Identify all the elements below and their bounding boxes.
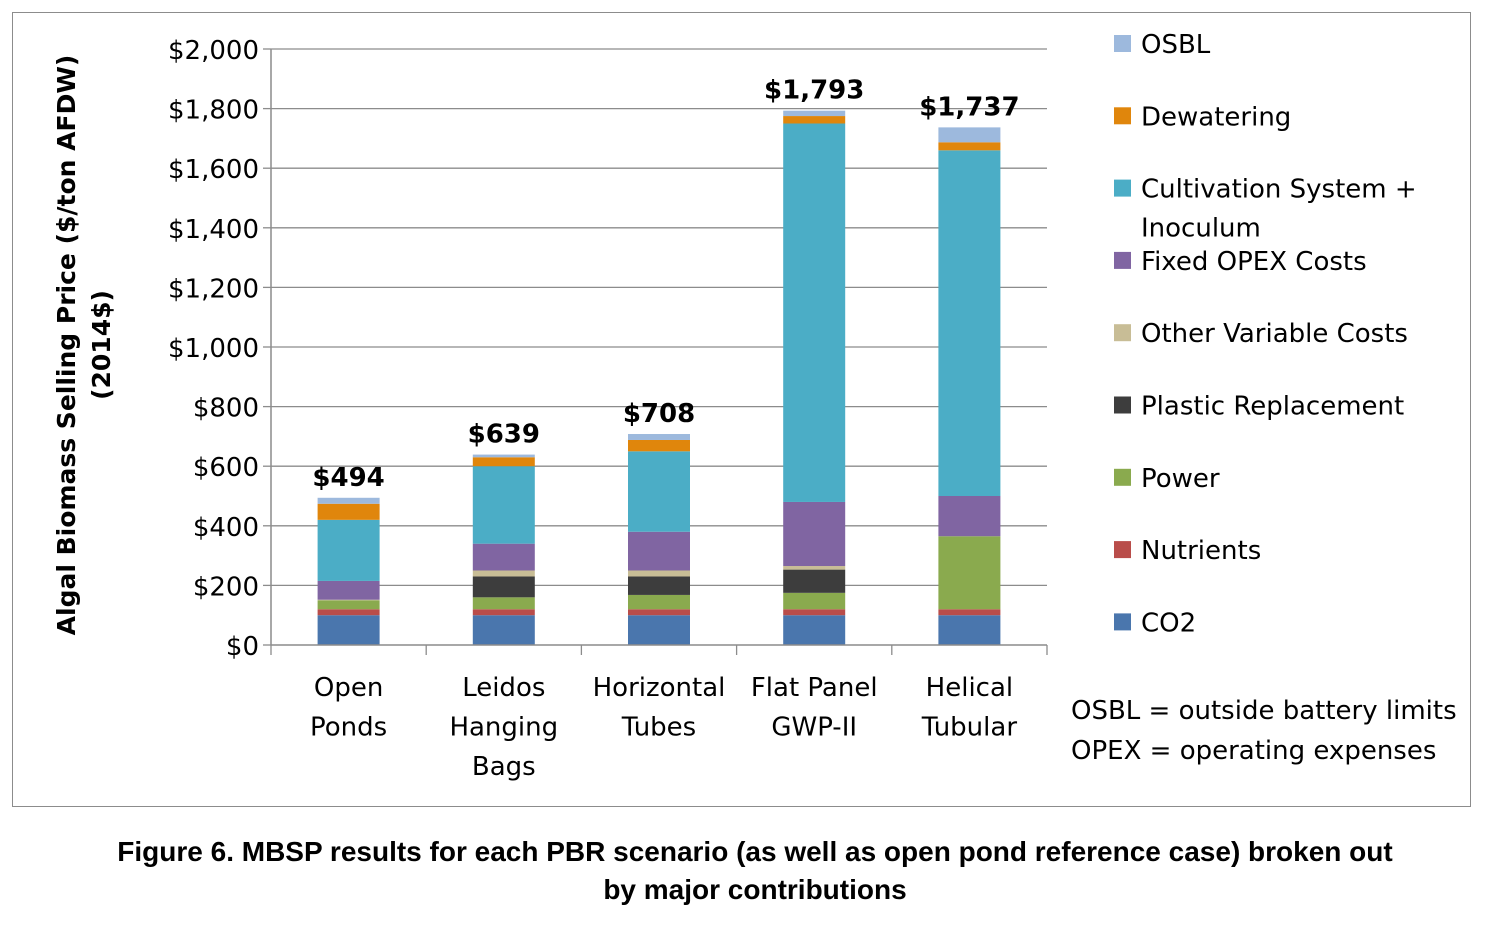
bar-segment-fixed-opex-costs [628,531,690,571]
y-axis-title-line-2: (2014$) [87,290,116,400]
x-category-label: Horizontal Tubes [593,673,726,743]
bar-segment-cultivation-system-inoculum [938,150,1001,496]
x-category-label: Leidos Hanging Bags [449,673,558,782]
bar-segment-co2 [938,615,1001,645]
bar-segment-osbl [783,110,846,117]
legend-swatch-plastic-replacement [1114,396,1131,414]
y-axis-title: Algal Biomass Selling Price ($/ton AFDW) [52,55,81,636]
axes: $0 $200 $400 $600 $800 $1,000 $1,200 $1,400 $1,6… [52,36,1048,782]
legend-label-dewatering: Dewatering [1141,102,1291,132]
legend-label-other-variable-costs: Other Variable Costs [1141,319,1408,349]
y-tick-label: $600 [193,453,259,483]
bar-segment-co2 [628,615,690,645]
y-tick-label: $200 [193,572,259,602]
bar-total-label: $1,737 [919,92,1019,122]
bar-total-label: $494 [312,463,384,493]
bar-segment-dewatering [628,439,690,452]
y-tick-label: $1,000 [168,334,259,364]
bar-segment-other-variable-costs [628,570,690,577]
bar-segment-power [783,592,846,610]
legend-swatch-dewatering [1114,107,1131,125]
abbreviation-note: OSBL = outside battery limits [1071,696,1457,726]
bar-segment-osbl [938,127,1001,143]
bar-total-label: $708 [623,399,695,429]
bar-segment-fixed-opex-costs [317,580,380,600]
bar-segment-nutrients [472,609,535,616]
bar-segment-cultivation-system-inoculum [628,451,690,532]
legend-label-co2: CO2 [1141,608,1196,638]
legend-swatch-co2 [1114,613,1131,631]
figure-caption-line-2: by major contributions [603,874,907,905]
bar-segment-dewatering [938,142,1001,151]
bar-segment-osbl [472,454,535,458]
bar-segment-power [317,600,380,610]
legend-label-osbl: OSBL [1141,30,1211,60]
bar-segment-plastic-replacement [783,569,846,593]
legend-swatch-power [1114,468,1131,486]
bar-segment-co2 [317,615,380,645]
x-category-label: Open Ponds [310,673,387,743]
legend-swatch-fixed-opex-costs [1114,251,1131,269]
bar-segment-plastic-replacement [628,576,690,595]
bar-segment-other-variable-costs [317,599,380,601]
bar-total-label: $1,793 [764,76,864,106]
figure-frame [12,12,1471,807]
y-tick-label: $1,800 [168,96,259,126]
legend-swatch-cultivation-system-inoculum [1114,179,1131,197]
bar-segment-cultivation-system-inoculum [317,519,380,581]
y-tick-label: $1,200 [168,274,259,304]
legend-label-nutrients: Nutrients [1141,536,1261,566]
y-tick-label: $800 [193,394,259,424]
bar-segment-co2 [472,615,535,645]
bar-total-label: $639 [468,420,540,450]
figure-caption-line-1: Figure 6. MBSP results for each PBR scen… [117,836,1393,867]
y-tick-label: $1,400 [168,215,259,245]
bar-segment-nutrients [783,609,846,616]
legend-swatch-other-variable-costs [1114,324,1131,342]
abbreviation-note: OPEX = operating expenses [1071,736,1436,766]
legend: OSBL Dewatering Cultivation System + Inocul… [1071,30,1457,766]
bar-segment-co2 [783,615,846,645]
bar-segment-nutrients [938,609,1001,616]
gridlines [271,48,1047,587]
y-tick-label: $1,600 [168,155,259,185]
legend-label-cultivation-system-inoculum: Cultivation System + Inoculum [1141,175,1417,244]
bar-segment-other-variable-costs [783,566,846,570]
bar-segment-power [472,597,535,610]
bar-segment-dewatering [783,116,846,124]
stacked-bar-chart: $494$639$708$1,793$1,737 $0$200$400$600$… [52,30,1457,782]
y-tick-label: $0 [226,632,259,662]
bar-segment-osbl [628,434,690,440]
bar-segment-fixed-opex-costs [938,496,1001,537]
bar-segment-plastic-replacement [472,576,535,598]
x-category-label: Flat Panel GWP-II [751,673,878,743]
bar-segment-dewatering [472,457,535,467]
bar-segment-dewatering [317,503,380,520]
bars: $494 $639 $708 $1,793 $1,737 [312,76,1020,645]
bar-segment-nutrients [317,609,380,616]
bar-segment-other-variable-costs [472,570,535,577]
legend-label-fixed-opex-costs: Fixed OPEX Costs [1141,247,1367,277]
legend-swatch-nutrients [1114,541,1131,559]
bar-segment-fixed-opex-costs [472,543,535,571]
bar-segment-nutrients [628,609,690,616]
x-category-label: Helical Tubular [921,673,1018,743]
bar-segment-cultivation-system-inoculum [472,466,535,544]
bar-segment-power [628,594,690,610]
legend-label-power: Power [1141,464,1220,494]
y-tick-label: $400 [193,513,259,543]
bar-segment-osbl [317,497,380,504]
legend-swatch-osbl [1114,35,1131,52]
legend-label-plastic-replacement: Plastic Replacement [1141,392,1404,422]
bar-segment-power [938,536,1001,610]
bar-segment-cultivation-system-inoculum [783,123,846,502]
bar-segment-fixed-opex-costs [783,501,846,567]
y-tick-label: $2,000 [168,36,259,66]
